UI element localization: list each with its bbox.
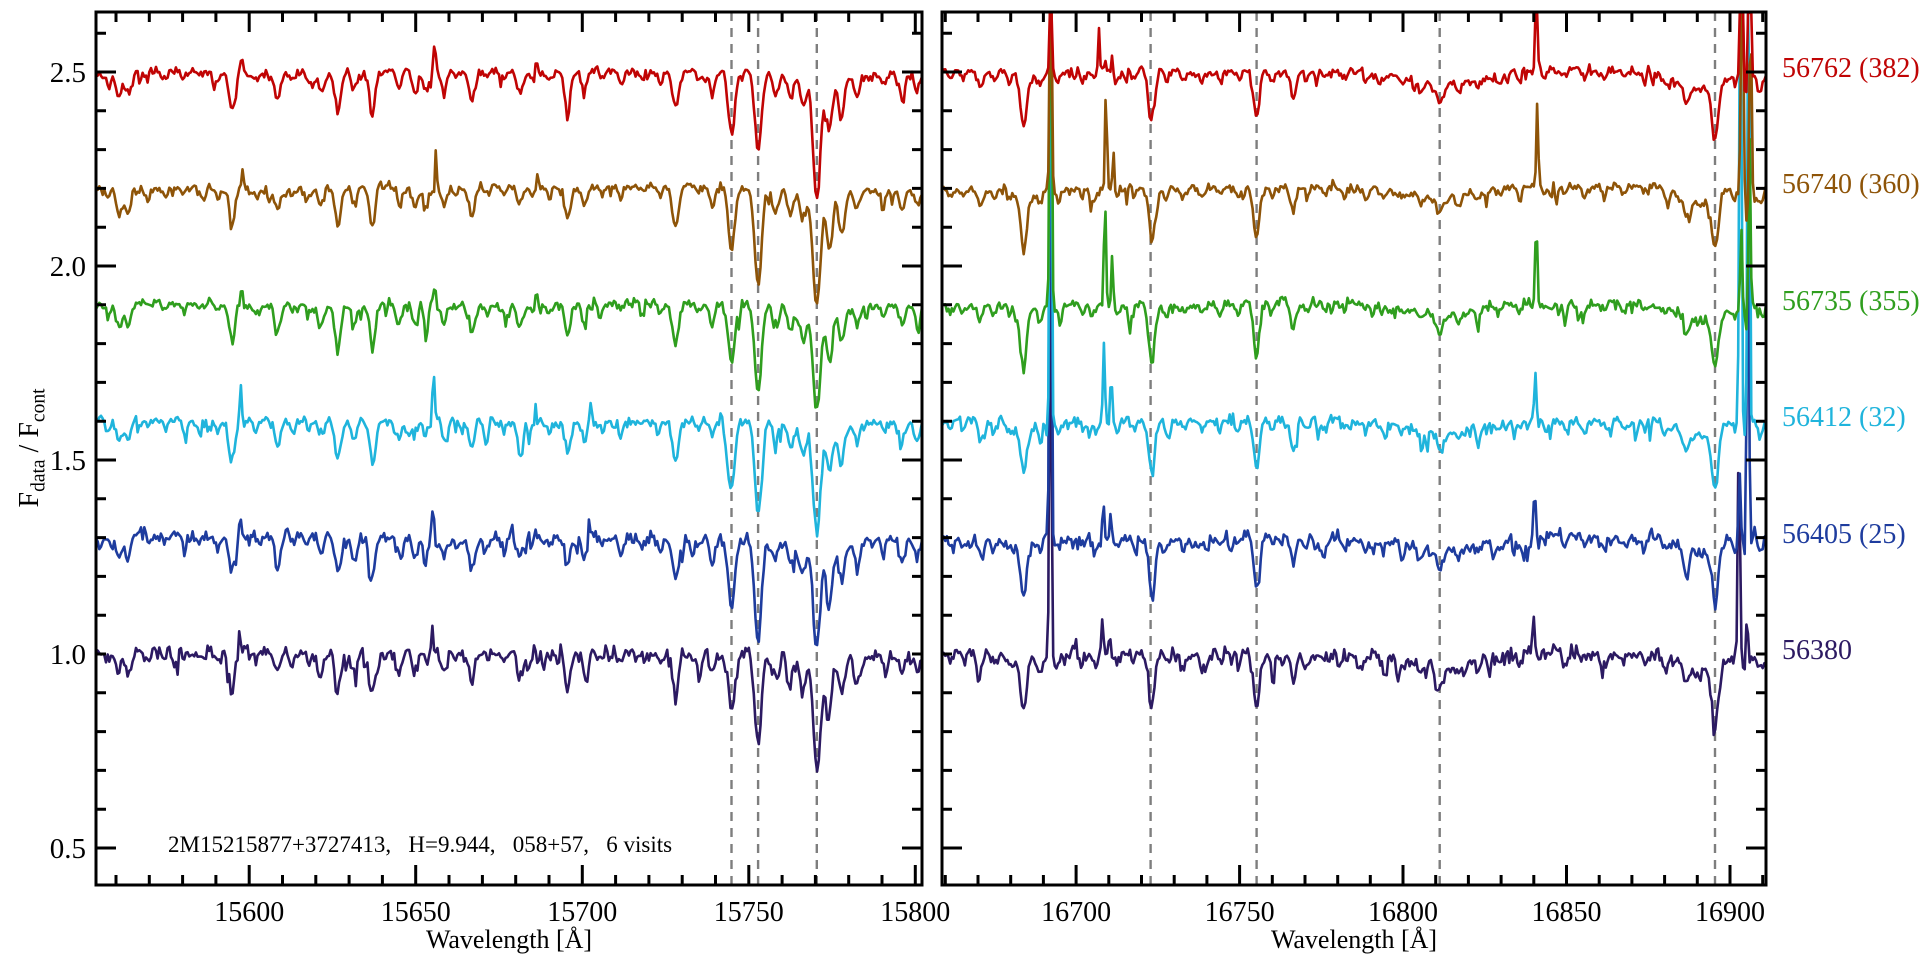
svg-text:15800: 15800 — [880, 897, 950, 928]
svg-text:1.5: 1.5 — [50, 445, 86, 477]
svg-text:2M15215877+3727413, H=9.944,: 2M15215877+3727413, H=9.944, 058+57, 6 v… — [168, 832, 672, 857]
svg-text:Wavelength [Å]: Wavelength [Å] — [426, 925, 592, 954]
svg-text:16750: 16750 — [1205, 897, 1275, 928]
svg-text:56740 (360): 56740 (360) — [1782, 169, 1920, 200]
svg-text:Wavelength [Å]: Wavelength [Å] — [1271, 925, 1437, 954]
svg-text:56412 (32): 56412 (32) — [1782, 402, 1906, 433]
svg-text:16700: 16700 — [1041, 897, 1111, 928]
svg-text:15700: 15700 — [547, 897, 617, 928]
svg-text:0.5: 0.5 — [50, 833, 86, 865]
svg-text:56735 (355): 56735 (355) — [1782, 286, 1920, 317]
svg-text:15600: 15600 — [214, 897, 284, 928]
svg-text:16850: 16850 — [1532, 897, 1602, 928]
svg-text:15750: 15750 — [714, 897, 784, 928]
svg-text:2.0: 2.0 — [50, 251, 86, 283]
svg-text:56405 (25): 56405 (25) — [1782, 519, 1906, 550]
svg-text:56380: 56380 — [1782, 635, 1852, 666]
svg-text:1.0: 1.0 — [50, 639, 86, 671]
svg-text:16800: 16800 — [1368, 897, 1438, 928]
svg-text:15650: 15650 — [381, 897, 451, 928]
svg-text:56762 (382): 56762 (382) — [1782, 53, 1920, 84]
svg-text:16900: 16900 — [1695, 897, 1765, 928]
svg-text:2.5: 2.5 — [50, 57, 86, 89]
